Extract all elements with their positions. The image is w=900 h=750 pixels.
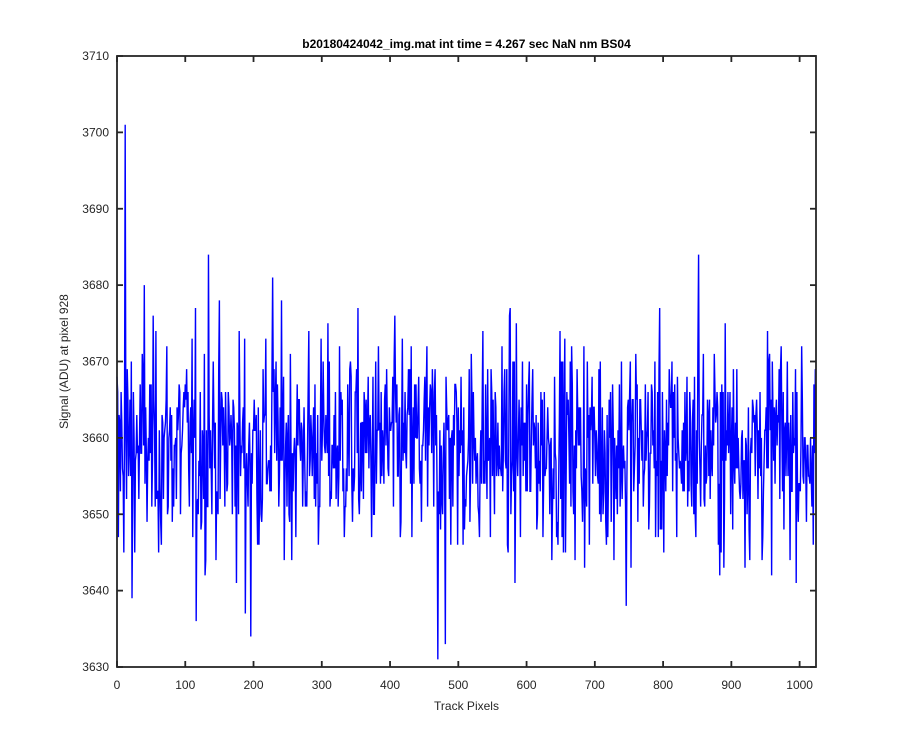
x-tick-label: 300 bbox=[312, 678, 332, 692]
y-tick-label: 3690 bbox=[82, 202, 109, 216]
x-tick-label: 500 bbox=[448, 678, 468, 692]
y-tick-label: 3700 bbox=[82, 125, 109, 139]
x-tick-label: 100 bbox=[175, 678, 195, 692]
x-tick-label: 400 bbox=[380, 678, 400, 692]
y-tick-label: 3640 bbox=[82, 584, 109, 598]
chart-title: b20180424042_img.mat int time = 4.267 se… bbox=[302, 37, 631, 51]
x-tick-label: 600 bbox=[517, 678, 537, 692]
y-axis-label: Signal (ADU) at pixel 928 bbox=[57, 294, 71, 429]
x-tick-label: 900 bbox=[721, 678, 741, 692]
y-tick-label: 3680 bbox=[82, 278, 109, 292]
y-tick-label: 3710 bbox=[82, 49, 109, 63]
y-tick-label: 3660 bbox=[82, 431, 109, 445]
x-tick-label: 800 bbox=[653, 678, 673, 692]
series-line-1 bbox=[116, 124, 817, 660]
x-tick-label: 700 bbox=[585, 678, 605, 692]
x-axis-label: Track Pixels bbox=[434, 699, 499, 713]
y-tick-label: 3670 bbox=[82, 355, 109, 369]
x-tick-label: 0 bbox=[114, 678, 121, 692]
y-tick-label: 3630 bbox=[82, 660, 109, 674]
plot-area: 0 100 200 300 400 500 600 700 800 900 1000 3630 3640… bbox=[82, 49, 817, 692]
axes-box bbox=[116, 55, 817, 668]
x-tick-label: 1000 bbox=[786, 678, 813, 692]
x-tick-label: 200 bbox=[244, 678, 264, 692]
y-tick-label: 3650 bbox=[82, 507, 109, 521]
